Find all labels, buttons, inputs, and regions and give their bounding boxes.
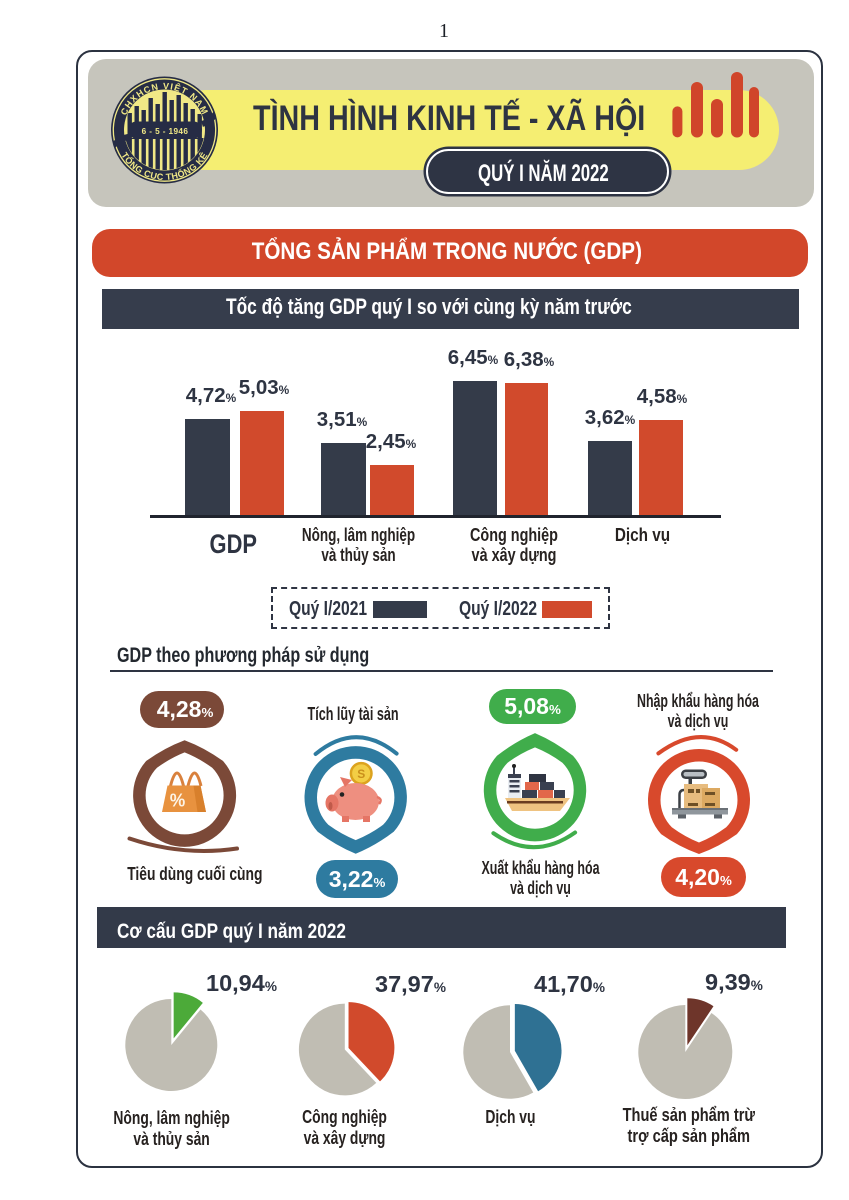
svg-text:6 - 5 - 1946: 6 - 5 - 1946: [142, 127, 189, 136]
svg-text:%: %: [170, 790, 186, 811]
svg-text:S: S: [357, 767, 365, 781]
